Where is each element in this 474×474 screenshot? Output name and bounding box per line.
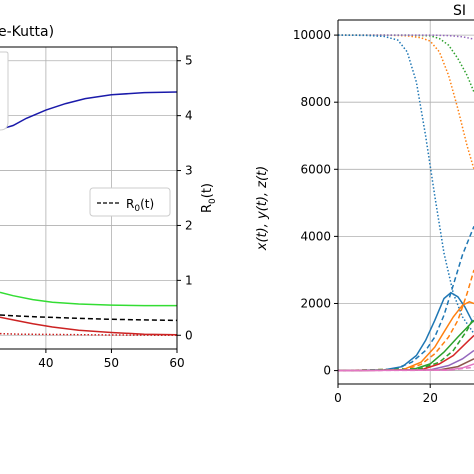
right-series-line-13 <box>337 363 474 372</box>
right-series-line-0 <box>338 34 474 170</box>
right-series-line-7 <box>337 291 474 372</box>
right-series-line-8 <box>337 300 474 372</box>
right-y-tick-label: 10000 <box>293 28 331 42</box>
right-chart: 0 20 0 2000 4000 6000 8000 10000 SI x(t), y(t)… <box>255 3 474 405</box>
left-legend: R0(t) <box>89 187 171 217</box>
left-y2-tick-label: 4 <box>185 109 193 123</box>
right-x-tick-label: 20 <box>423 391 438 405</box>
right-title: SI <box>453 3 466 19</box>
right-y-label: x(t), y(t), z(t) <box>255 166 270 251</box>
left-x-ticks: 40 50 60 <box>38 349 185 370</box>
right-y-tick-label: 0 <box>323 364 331 378</box>
left-x-tick-label: 40 <box>38 356 53 370</box>
right-y-tick-label: 4000 <box>300 229 331 243</box>
legend-label-r0: R0(t) <box>126 197 154 214</box>
right-series-line-6 <box>337 316 474 372</box>
left-x-tick-label: 50 <box>104 356 119 370</box>
left-series-group <box>0 91 178 337</box>
right-y-tick-label: 2000 <box>300 296 331 310</box>
left-legend-partial <box>0 51 9 131</box>
left-series-line-2 <box>0 314 178 322</box>
left-chart: 40 50 60 0 1 2 3 4 5 e-Kutta) R0(t) R0(t) <box>0 24 218 370</box>
left-y2-ticks: 0 1 2 3 4 5 <box>177 54 193 342</box>
left-x-tick-label: 60 <box>169 356 184 370</box>
left-title: e-Kutta) <box>0 24 54 40</box>
left-y2-tick-label: 5 <box>185 54 193 68</box>
right-x-tick-label: 0 <box>334 391 342 405</box>
right-series-group <box>337 34 474 372</box>
left-y2-tick-label: 2 <box>185 218 193 232</box>
right-x-ticks: 0 20 <box>334 384 438 405</box>
right-series-line-5 <box>337 269 474 372</box>
right-series-line-4 <box>337 226 474 372</box>
right-y-ticks: 0 2000 4000 6000 8000 10000 <box>293 28 338 378</box>
right-y-tick-label: 6000 <box>300 162 331 176</box>
left-y2-label: R0(t) <box>200 183 218 213</box>
left-y2-tick-label: 3 <box>185 164 193 178</box>
right-series-line-14 <box>337 366 474 372</box>
left-series-line-1 <box>0 291 177 307</box>
left-y2-tick-label: 0 <box>185 328 193 342</box>
right-series-line-1 <box>338 34 474 93</box>
left-series-line-0 <box>0 91 178 131</box>
right-series-line-2 <box>338 34 474 40</box>
left-series-line-3 <box>0 316 178 336</box>
right-y-tick-label: 8000 <box>300 95 331 109</box>
left-y2-tick-label: 1 <box>185 273 193 287</box>
right-series-line-3 <box>337 34 474 335</box>
